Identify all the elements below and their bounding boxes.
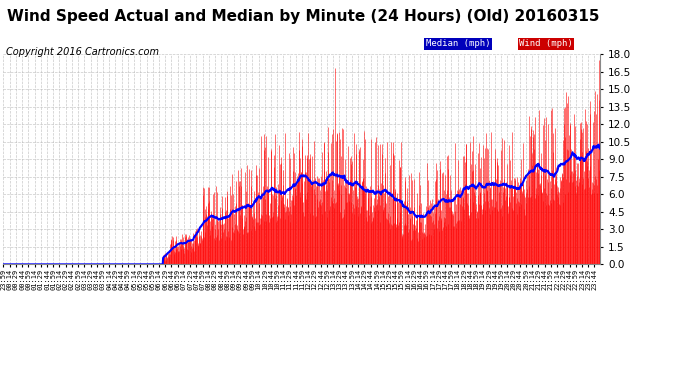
Text: Wind (mph): Wind (mph): [519, 39, 573, 48]
Text: Wind Speed Actual and Median by Minute (24 Hours) (Old) 20160315: Wind Speed Actual and Median by Minute (…: [8, 9, 600, 24]
Text: Median (mph): Median (mph): [426, 39, 490, 48]
Text: Copyright 2016 Cartronics.com: Copyright 2016 Cartronics.com: [6, 47, 159, 57]
